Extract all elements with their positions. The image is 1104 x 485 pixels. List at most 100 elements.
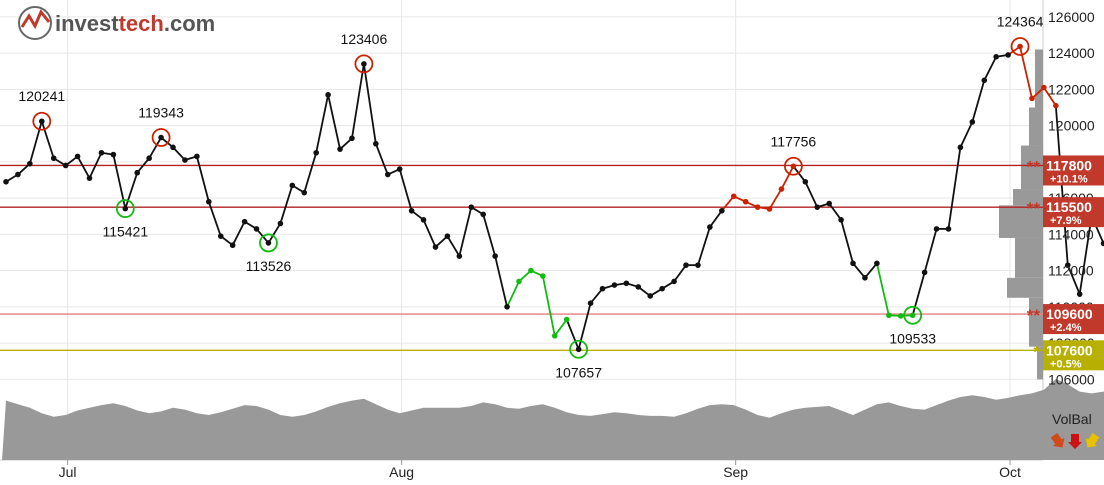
x-axis: Jul Aug Sep Oct (59, 460, 1021, 480)
series-point (277, 220, 284, 227)
series-point (897, 313, 904, 319)
series-segment (196, 156, 210, 202)
level-pct: +7.9% (1050, 215, 1082, 227)
series-point (1100, 240, 1104, 247)
series-point (611, 282, 618, 288)
series-segment (398, 168, 413, 212)
series-point (62, 162, 69, 169)
series-point (921, 269, 928, 276)
level-label-box: ** 117800+10.1% (1027, 155, 1104, 186)
series-segment (124, 172, 139, 209)
extreme-markers: 120241 115421 119343 113526 123406 107657 1177… (18, 14, 1043, 381)
series-segment (482, 214, 496, 257)
series-segment (315, 94, 329, 153)
series-point (468, 204, 475, 210)
level-pct: +2.4% (1050, 322, 1082, 334)
series-point (384, 171, 391, 178)
series-segment (947, 147, 962, 230)
series-point (217, 233, 224, 239)
series-point (1076, 291, 1083, 297)
level-stars: * (1033, 342, 1040, 361)
series-segment (565, 319, 580, 350)
series-point (838, 217, 844, 223)
level-label-box: ** 115500+7.9% (1027, 197, 1104, 228)
series-segment (697, 226, 711, 266)
series-segment (768, 188, 783, 210)
series-point (587, 300, 594, 307)
support-resistance-levels (0, 164, 1043, 352)
series-point (671, 278, 677, 285)
series-point (206, 198, 212, 205)
series-segment (40, 120, 55, 159)
series-segment (136, 157, 150, 174)
series-point (563, 316, 570, 323)
extreme-label: 109533 (889, 330, 936, 346)
series-point (647, 293, 654, 299)
extreme-circle (1010, 37, 1030, 56)
series-point (3, 178, 9, 185)
series-point (170, 144, 176, 151)
series-point (528, 267, 534, 274)
series-point (86, 175, 93, 181)
series-point (74, 153, 81, 160)
series-point (229, 242, 236, 249)
series-segment (541, 275, 556, 336)
series-point (27, 160, 33, 167)
series-point (599, 285, 606, 292)
series-segment (231, 221, 246, 246)
series-segment (923, 228, 938, 273)
series-point (325, 91, 331, 98)
series-point (802, 178, 809, 185)
series-segment (446, 235, 461, 257)
series-point (432, 244, 439, 250)
level-pct: +0.5% (1050, 358, 1082, 370)
series-segment (780, 165, 795, 190)
series-segment (971, 80, 986, 123)
series-point (134, 169, 141, 176)
series-segment (1066, 264, 1081, 295)
extreme-circle (32, 111, 52, 131)
series-point (313, 149, 319, 156)
series-point (969, 119, 976, 125)
level-stars: ** (1027, 306, 1041, 325)
volume-profile-bar (1007, 277, 1043, 298)
volume-profile (999, 49, 1043, 380)
series-segment (721, 195, 735, 212)
series-segment (363, 63, 377, 144)
level-stars: ** (1027, 157, 1041, 176)
series-point (957, 144, 964, 151)
series-point (742, 198, 749, 205)
series-segment (983, 56, 997, 81)
level-box-bg (1043, 340, 1104, 371)
level-value: 107600 (1046, 342, 1093, 358)
volbal-indicator: VolBal (1050, 411, 1100, 449)
series-point (766, 206, 773, 212)
series-segment (709, 210, 723, 228)
series-segment (804, 181, 819, 208)
series-segment (792, 165, 807, 183)
volbal-label: VolBal (1052, 411, 1092, 427)
y-tick-label: 124000 (1048, 45, 1095, 61)
series-point (1005, 52, 1011, 58)
series-point (253, 226, 260, 232)
series-segment (303, 152, 318, 193)
series-point (778, 186, 785, 192)
series-segment (422, 219, 437, 248)
series-point (707, 224, 713, 230)
extreme-label: 124364 (997, 14, 1044, 30)
series-point (15, 171, 21, 178)
level-value: 117800 (1046, 157, 1092, 173)
series-segment (351, 63, 365, 139)
series-segment (1043, 87, 1057, 107)
level-value: 109600 (1046, 306, 1093, 322)
series-segment (506, 281, 520, 308)
series-point (241, 218, 248, 225)
level-label-box: ** 109600+2.4% (1027, 304, 1104, 335)
series-segment (374, 143, 389, 175)
series-point (289, 182, 296, 189)
series-point (444, 233, 451, 239)
extreme-label: 117756 (771, 133, 817, 149)
series-point (575, 346, 582, 353)
series-point (683, 262, 689, 268)
